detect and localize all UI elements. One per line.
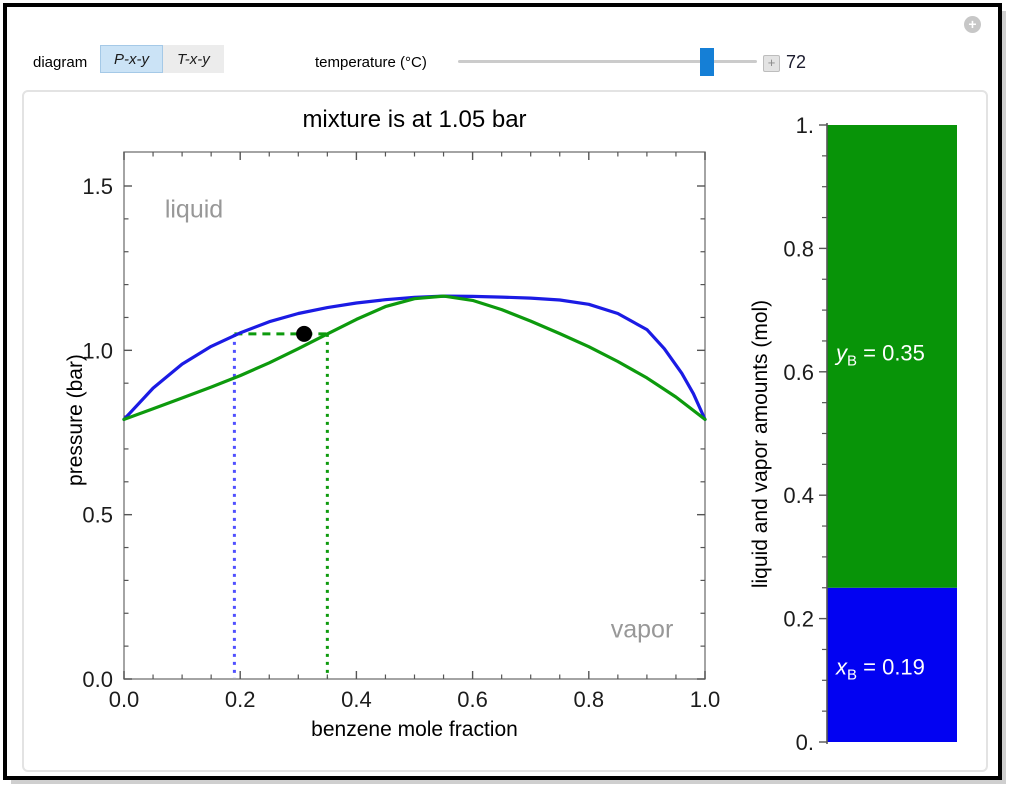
svg-text:1.0: 1.0 xyxy=(690,687,721,712)
svg-text:0.6: 0.6 xyxy=(457,687,488,712)
liquid-symbol: x xyxy=(836,654,847,680)
svg-text:0.6: 0.6 xyxy=(783,360,814,385)
plot-title: mixture is at 1.05 bar xyxy=(302,106,527,133)
svg-text:0.: 0. xyxy=(796,730,814,755)
svg-text:0.8: 0.8 xyxy=(783,236,814,261)
svg-text:0.8: 0.8 xyxy=(574,687,605,712)
svg-text:0.0: 0.0 xyxy=(82,667,113,692)
temperature-slider-thumb[interactable] xyxy=(700,48,715,76)
plot-panel: 0.0 0.2 0.4 0.6 0.8 1.0 0.0 0.5 1.0 1.5 0. 0.2 0.4 0.… xyxy=(22,90,988,772)
vapor-symbol: y xyxy=(836,340,847,366)
svg-text:0.4: 0.4 xyxy=(341,687,372,712)
vapor-composition-label: yB = 0.35 xyxy=(836,340,925,369)
temperature-slider-track[interactable] xyxy=(458,60,757,63)
svg-text:0.5: 0.5 xyxy=(82,503,113,528)
vapor-region-label: vapor xyxy=(610,615,674,644)
temperature-value: 72 xyxy=(786,52,807,72)
diagram-toggle-group: P-x-y T-x-y xyxy=(100,45,224,73)
manipulate-expand-icon[interactable]: + xyxy=(964,16,981,33)
liquid-subscript: B xyxy=(847,666,858,684)
liquid-composition-label: xB = 0.19 xyxy=(836,654,925,683)
svg-text:1.: 1. xyxy=(796,113,814,138)
pxy-diagram-canvas[interactable]: 0.0 0.2 0.4 0.6 0.8 1.0 0.0 0.5 1.0 1.5 0. 0.2 0.4 0.… xyxy=(24,92,986,770)
svg-text:0.0: 0.0 xyxy=(109,687,140,712)
y-axis-label: pressure (bar) xyxy=(64,354,87,486)
svg-text:0.2: 0.2 xyxy=(225,687,256,712)
svg-text:0.2: 0.2 xyxy=(783,607,814,632)
liquid-region-label: liquid xyxy=(164,195,224,224)
vapor-subscript: B xyxy=(847,352,858,370)
temperature-slider-label: temperature (°C) xyxy=(315,54,427,71)
bar-axis-label: liquid and vapor amounts (mol) xyxy=(749,299,772,589)
svg-text:1.5: 1.5 xyxy=(82,174,113,199)
tab-p-x-y[interactable]: P-x-y xyxy=(100,45,163,73)
vapor-value: = 0.35 xyxy=(857,340,925,366)
tab-t-x-y[interactable]: T-x-y xyxy=(163,45,224,73)
svg-text:0.4: 0.4 xyxy=(783,483,814,508)
diagram-label: diagram xyxy=(33,54,88,71)
svg-text:1.0: 1.0 xyxy=(82,338,113,363)
liquid-value: = 0.19 xyxy=(857,654,925,680)
x-axis-label: benzene mole fraction xyxy=(311,718,518,741)
slider-stepper-plus-icon[interactable]: + xyxy=(763,55,780,72)
